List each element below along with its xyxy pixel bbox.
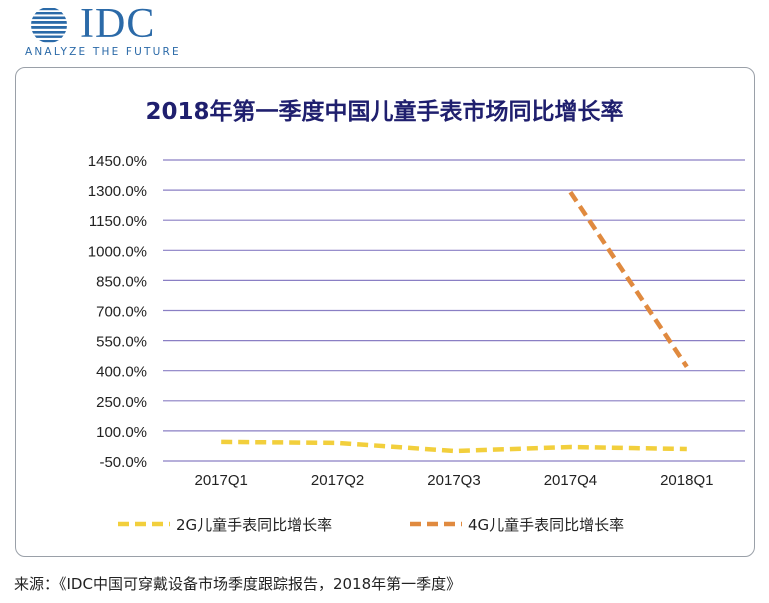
series-line-4g xyxy=(568,190,689,368)
y-tick-label: 1450.0% xyxy=(88,153,147,170)
y-tick-label: 100.0% xyxy=(96,424,147,441)
x-tick-label: 2017Q1 xyxy=(195,472,248,489)
chart-frame xyxy=(15,67,755,557)
x-tick-label: 2017Q4 xyxy=(544,472,597,489)
idc-logo: IDC ANALYZE THE FUTURE xyxy=(22,1,252,60)
y-tick-label: -50.0% xyxy=(99,454,147,471)
series-line-2g xyxy=(221,439,687,454)
y-tick-label: 1150.0% xyxy=(89,213,147,230)
logo-tagline: ANALYZE THE FUTURE xyxy=(25,46,181,58)
y-tick-label: 850.0% xyxy=(96,273,147,290)
chart-title: 2018年第一季度中国儿童手表市场同比增长率 xyxy=(145,99,624,125)
source-note: 来源：《IDC中国可穿戴设备市场季度跟踪报告，2018年第一季度》 xyxy=(14,575,462,593)
y-tick-label: 1300.0% xyxy=(88,183,147,200)
x-tick-label: 2017Q2 xyxy=(311,472,364,489)
y-tick-label: 1000.0% xyxy=(88,243,147,260)
y-tick-label: 700.0% xyxy=(96,304,147,321)
globe-icon xyxy=(31,8,67,43)
x-tick-label: 2017Q3 xyxy=(427,472,480,489)
logo-wordmark: IDC xyxy=(80,1,156,47)
x-tick-label: 2018Q1 xyxy=(660,472,713,489)
legend-label-2g: 2G儿童手表同比增长率 xyxy=(176,516,332,534)
y-tick-label: 400.0% xyxy=(96,364,147,381)
legend-label-4g: 4G儿童手表同比增长率 xyxy=(468,516,624,534)
y-tick-label: 550.0% xyxy=(96,334,147,351)
y-tick-label: 250.0% xyxy=(96,394,147,411)
